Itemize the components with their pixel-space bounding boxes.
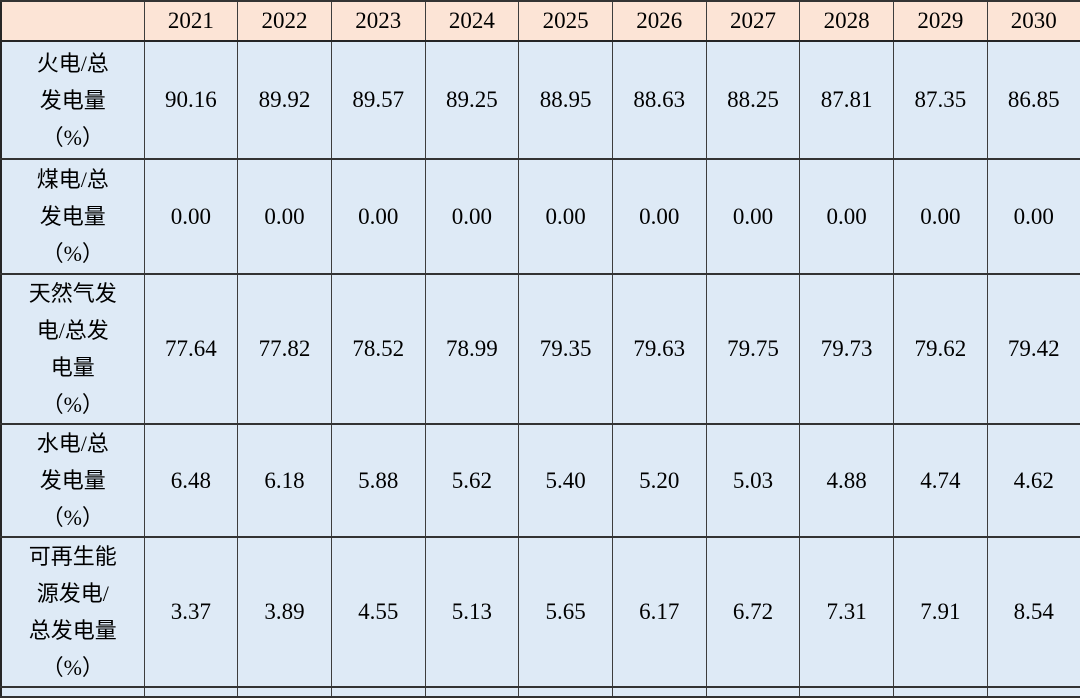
table-cell: 0.00 [237, 158, 332, 275]
table-cell: 6.17 [611, 536, 707, 688]
year-header-row: 2021 2022 2023 2024 2025 2026 2027 2028 … [0, 0, 1080, 42]
table-cell: 87.35 [893, 40, 988, 160]
table-cell: 88.25 [705, 40, 801, 160]
table-row-thermal: 火电/总 发电量 （%） 90.16 89.92 89.57 89.25 88.… [0, 40, 1080, 160]
year-header: 2021 [143, 0, 239, 42]
table-cell: 79.42 [986, 273, 1080, 425]
table-cell: 90.16 [143, 40, 239, 160]
table-cell: 77.64 [143, 273, 239, 425]
table-cell: 6.72 [705, 536, 801, 688]
year-header: 2022 [237, 0, 332, 42]
table-cell: 88.63 [611, 40, 707, 160]
table-cell: 79.62 [893, 273, 988, 425]
table-cell: 79.63 [611, 273, 707, 425]
table-cell: 87.81 [799, 40, 894, 160]
table-cell: 78.99 [424, 273, 520, 425]
year-header: 2030 [986, 0, 1080, 42]
table-cell: 6.48 [143, 423, 239, 538]
table-cell: 0.00 [518, 158, 613, 275]
table-cell: 4.55 [330, 536, 426, 688]
year-header: 2023 [330, 0, 426, 42]
row-label: 水电/总 发电量 （%） [0, 423, 145, 538]
table-cell: 0.00 [611, 158, 707, 275]
year-header: 2025 [518, 0, 613, 42]
table-cell: 5.65 [518, 536, 613, 688]
year-header: 2024 [424, 0, 520, 42]
table-cell: 89.92 [237, 40, 332, 160]
row-label: 煤电/总 发电量 （%） [0, 158, 145, 275]
table-row-hydro: 水电/总 发电量 （%） 6.48 6.18 5.88 5.62 5.40 5.… [0, 423, 1080, 538]
table-cell: 0.00 [705, 158, 801, 275]
table-cell: 4.74 [893, 423, 988, 538]
table-cell: 77.82 [237, 273, 332, 425]
table-cell: 0.00 [986, 158, 1080, 275]
table-cell: 0.00 [799, 158, 894, 275]
table-row-coal: 煤电/总 发电量 （%） 0.00 0.00 0.00 0.00 0.00 0.… [0, 158, 1080, 275]
table-cell: 7.91 [893, 536, 988, 688]
table-cell: 5.88 [330, 423, 426, 538]
year-header: 2027 [705, 0, 801, 42]
table-cell: 5.13 [424, 536, 520, 688]
corner-cell [0, 0, 145, 42]
table-cell: 0.00 [424, 158, 520, 275]
table-cell: 3.89 [237, 536, 332, 688]
table-cell: 79.73 [799, 273, 894, 425]
table-cell: 86.85 [986, 40, 1080, 160]
table-cell: 8.54 [986, 536, 1080, 688]
row-label: 天然气发 电/总发 电量 （%） [0, 273, 145, 425]
row-label: 可再生能 源发电/ 总发电量 （%） [0, 536, 145, 688]
year-header: 2028 [799, 0, 894, 42]
table-row-natural-gas: 天然气发 电/总发 电量 （%） 77.64 77.82 78.52 78.99… [0, 273, 1080, 425]
table-cell: 0.00 [893, 158, 988, 275]
table-cell: 78.52 [330, 273, 426, 425]
year-header: 2029 [893, 0, 988, 42]
table-cell: 7.31 [799, 536, 894, 688]
table-cell: 0.00 [143, 158, 239, 275]
year-header: 2026 [611, 0, 707, 42]
table-cell: 89.57 [330, 40, 426, 160]
table-cell: 79.75 [705, 273, 801, 425]
table-cell: 5.03 [705, 423, 801, 538]
table-row-renewable: 可再生能 源发电/ 总发电量 （%） 3.37 3.89 4.55 5.13 5… [0, 536, 1080, 688]
table-cell: 4.88 [799, 423, 894, 538]
row-label: 火电/总 发电量 （%） [0, 40, 145, 160]
table-cell: 4.62 [986, 423, 1080, 538]
table-cell: 0.00 [330, 158, 426, 275]
table-cell: 3.37 [143, 536, 239, 688]
table-cell: 5.20 [611, 423, 707, 538]
table-cell: 6.18 [237, 423, 332, 538]
table-row-clipped [0, 686, 1080, 698]
table-cell: 5.40 [518, 423, 613, 538]
table-cell: 5.62 [424, 423, 520, 538]
table-cell: 79.35 [518, 273, 613, 425]
table-cell: 89.25 [424, 40, 520, 160]
table-cell: 88.95 [518, 40, 613, 160]
